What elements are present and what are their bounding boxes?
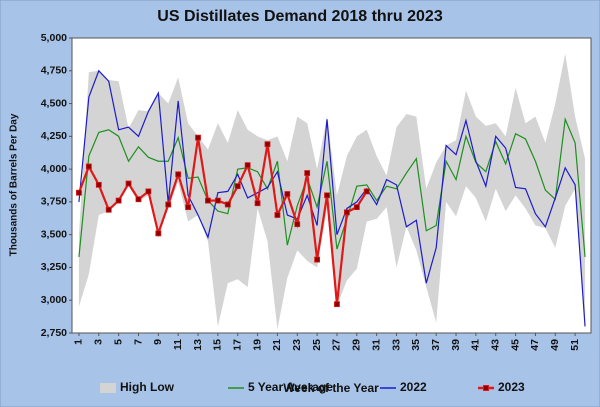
point-marker [85, 163, 92, 170]
point-marker [254, 200, 261, 207]
point-marker [185, 204, 192, 211]
point-marker [214, 197, 221, 204]
x-tick-label: 25 [311, 339, 323, 351]
y-axis-label: Thousands of Barrels Per Day [9, 113, 20, 256]
series-line [78, 69, 586, 327]
y-tick-label: 4,500 [41, 97, 67, 109]
x-tick-label: 47 [529, 339, 541, 351]
x-tick-label: 33 [390, 339, 402, 351]
x-tick-label: 29 [351, 339, 363, 351]
point-marker [244, 162, 251, 169]
point-marker [284, 191, 291, 197]
point-marker [195, 134, 201, 141]
y-tick-label: 4,000 [41, 163, 67, 175]
point-marker [334, 301, 340, 308]
point-marker [125, 180, 132, 187]
legend-label: 2023 [498, 380, 525, 394]
x-axis-label: Week of the Year [283, 381, 379, 395]
point-marker [324, 192, 330, 199]
x-tick-label: 43 [490, 339, 502, 351]
x-tick-label: 45 [509, 339, 521, 351]
point-marker [155, 230, 162, 237]
point-marker [234, 183, 241, 190]
point-marker [76, 189, 82, 196]
legend-label: 2022 [400, 380, 427, 394]
high-low-band [78, 53, 586, 330]
x-tick-label: 17 [232, 339, 244, 351]
x-tick-label: 19 [251, 339, 263, 351]
x-tick-label: 37 [430, 339, 442, 351]
x-tick-label: 7 [132, 339, 144, 345]
x-tick-label: 1 [73, 339, 85, 345]
legend-label: 5 Year Average [248, 380, 333, 394]
point-marker [314, 256, 321, 263]
point-marker [274, 212, 281, 218]
x-tick-label: 15 [212, 339, 224, 351]
x-tick-label: 27 [331, 339, 343, 351]
point-marker [145, 188, 152, 195]
point-marker [224, 201, 231, 208]
x-tick-label: 11 [172, 339, 184, 350]
y-tick-label: 2,750 [41, 327, 67, 339]
x-tick-label: 21 [271, 339, 283, 351]
x-tick-label: 3 [93, 339, 105, 345]
y-tick-label: 3,500 [41, 228, 67, 240]
chart-title: US Distillates Demand 2018 thru 2023 [157, 8, 443, 25]
point-marker [205, 197, 211, 204]
y-tick-label: 4,750 [41, 65, 67, 77]
point-marker [304, 170, 311, 176]
x-tick-label: 41 [470, 339, 482, 351]
point-marker [294, 221, 301, 228]
x-tick-label: 5 [112, 339, 124, 345]
point-marker [353, 204, 360, 211]
x-tick-label: 39 [450, 339, 462, 351]
point-marker [264, 141, 271, 148]
point-marker [343, 209, 350, 216]
point-marker [105, 206, 112, 213]
y-tick-label: 4,250 [41, 130, 67, 142]
series-line [78, 116, 586, 258]
point-marker [175, 171, 182, 178]
x-tick-label: 13 [192, 339, 204, 351]
y-tick-label: 3,250 [41, 261, 67, 273]
x-tick-label: 23 [291, 339, 303, 351]
point-marker [95, 181, 102, 188]
x-tick-label: 51 [569, 339, 581, 351]
y-tick-label: 3,750 [41, 196, 67, 208]
legend-swatch [100, 383, 116, 393]
x-tick-label: 31 [370, 339, 382, 351]
point-marker [135, 196, 142, 203]
point-marker [165, 201, 172, 208]
y-tick-label: 3,000 [41, 294, 67, 306]
point-marker [115, 197, 122, 204]
legend-label: High Low [120, 380, 175, 394]
x-tick-label: 49 [549, 339, 561, 351]
legend-marker [483, 385, 489, 391]
point-marker [363, 188, 370, 195]
y-tick-label: 5,000 [41, 32, 67, 44]
x-tick-label: 9 [152, 339, 164, 345]
x-tick-label: 35 [410, 339, 422, 351]
